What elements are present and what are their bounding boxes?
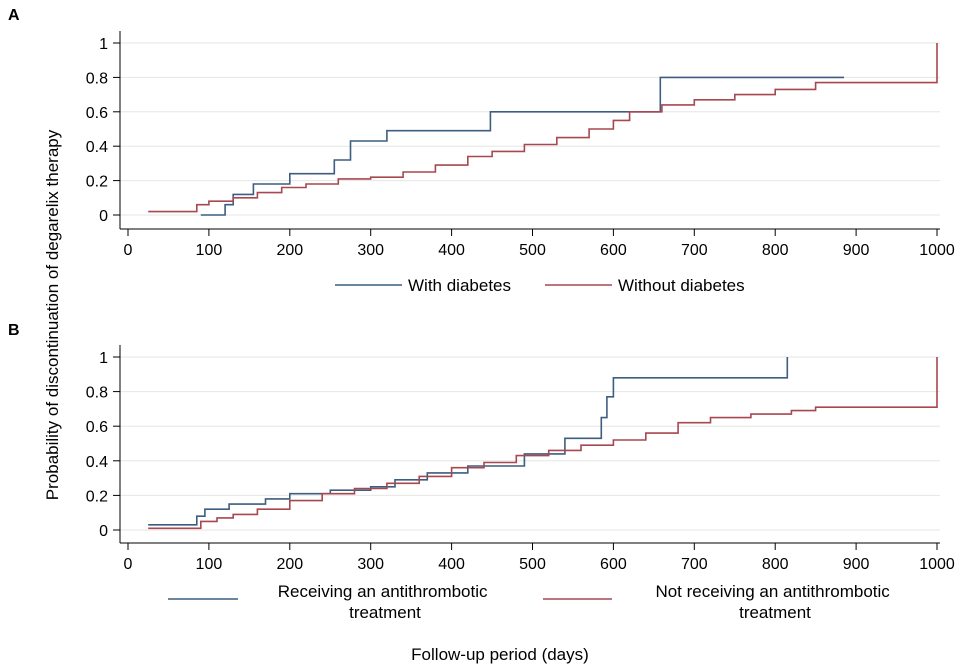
panel-b-x-tick-label: 200 <box>276 556 303 573</box>
panel-b-series-1-line <box>148 357 789 526</box>
panel-b-y-tick-label: 0.2 <box>86 488 108 505</box>
panel-b-grid <box>120 356 940 531</box>
legend-label-not-receiving: Not receiving an antithrombotic treatmen… <box>655 582 894 622</box>
panel-a-x-tick-label: 200 <box>276 242 303 259</box>
panel-a-series-1-line <box>200 76 844 216</box>
legend-label-receiving: Receiving an antithrombotic treatment <box>278 582 493 622</box>
panel-b-x-tick-label: 100 <box>196 556 223 573</box>
panel-b-x-tick-label: 400 <box>438 556 465 573</box>
panel-b-y-tick-label: 0.8 <box>86 385 108 402</box>
panel-b-y-tick-label: 1 <box>99 350 108 367</box>
panel-a-grid <box>120 42 940 216</box>
panel-a-x-ticks: 0 100 200 300 400 500 600 700 800 900 1000 <box>124 229 955 259</box>
panel-a-x-tick-label: 0 <box>124 242 133 259</box>
panel-a-x-tick-label: 800 <box>762 242 789 259</box>
panel-a: A 0 0.2 0.4 0.6 0.8 1 0 100 200 300 400 500 600 700 8… <box>8 7 955 295</box>
panel-a-y-tick-label: 0.8 <box>86 70 108 87</box>
legend-label-with-diabetes: With diabetes <box>408 276 511 295</box>
panel-a-x-tick-label: 700 <box>681 242 708 259</box>
panel-b-x-ticks: 0 100 200 300 400 500 600 700 800 900 1000 <box>124 543 955 573</box>
panel-a-x-tick-label: 100 <box>196 242 223 259</box>
panel-a-y-tick-label: 0.2 <box>86 174 108 191</box>
panel-a-series <box>148 43 938 216</box>
panel-a-series-2-line <box>148 43 938 213</box>
panel-b-series-2-line <box>148 357 938 530</box>
panel-b-y-tick-label: 0.6 <box>86 419 108 436</box>
panel-a-x-tick-label: 500 <box>519 242 546 259</box>
panel-a-y-tick-label: 1 <box>99 36 108 53</box>
panel-b-x-tick-label: 900 <box>843 556 870 573</box>
legend-label-without-diabetes: Without diabetes <box>618 276 745 295</box>
panel-a-x-tick-label: 300 <box>357 242 384 259</box>
panel-a-x-tick-label: 1000 <box>919 242 955 259</box>
panel-a-y-tick-label: 0.6 <box>86 105 108 122</box>
panel-a-legend: With diabetes Without diabetes <box>335 276 745 295</box>
panel-b: B 0 0.2 0.4 0.6 0.8 1 0 100 200 300 400 500 600 700 8… <box>8 322 955 622</box>
panel-a-x-tick-label: 400 <box>438 242 465 259</box>
panel-b-x-tick-label: 700 <box>681 556 708 573</box>
panel-b-y-tick-label: 0 <box>99 523 108 540</box>
panel-b-x-tick-label: 600 <box>600 556 627 573</box>
panel-b-x-tick-label: 300 <box>357 556 384 573</box>
panel-b-y-tick-label: 0.4 <box>86 454 108 471</box>
panel-a-letter: A <box>8 7 20 24</box>
panel-a-y-tick-label: 0.4 <box>86 139 108 156</box>
panel-a-x-tick-label: 600 <box>600 242 627 259</box>
panel-b-x-tick-label: 0 <box>124 556 133 573</box>
panel-b-axes <box>119 345 940 544</box>
panel-a-y-ticks: 0 0.2 0.4 0.6 0.8 1 <box>86 36 120 225</box>
panel-b-y-ticks: 0 0.2 0.4 0.6 0.8 1 <box>86 350 120 540</box>
panel-b-series <box>148 357 938 530</box>
panel-a-y-tick-label: 0 <box>99 208 108 225</box>
panel-b-x-tick-label: 1000 <box>919 556 955 573</box>
panel-a-axes <box>119 31 940 230</box>
panel-b-x-tick-label: 800 <box>762 556 789 573</box>
panel-b-x-tick-label: 500 <box>519 556 546 573</box>
panel-a-x-tick-label: 900 <box>843 242 870 259</box>
panel-b-letter: B <box>8 322 20 339</box>
y-axis-label: Probability of discontinuation of degare… <box>43 129 62 500</box>
x-axis-label: Follow-up period (days) <box>411 645 589 664</box>
panel-b-legend: Receiving an antithrombotic treatment No… <box>168 582 894 622</box>
